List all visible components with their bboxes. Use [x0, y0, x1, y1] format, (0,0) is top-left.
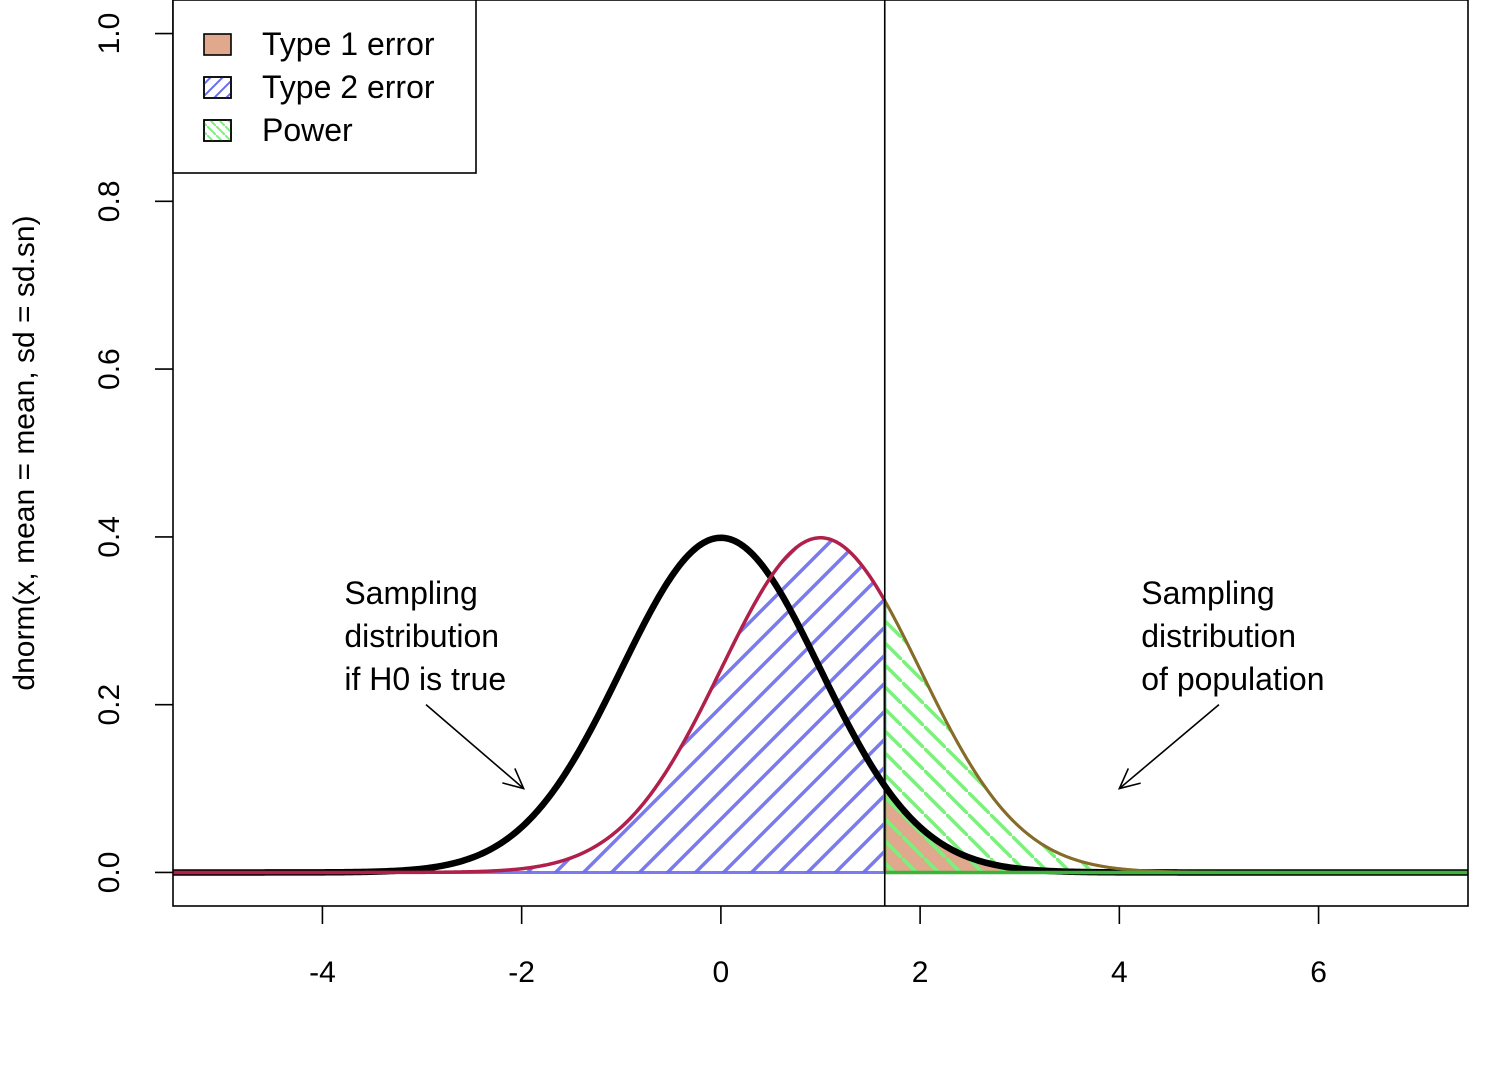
legend: Type 1 error Type 2 error Power — [172, 0, 477, 174]
plot-frame — [172, 0, 1469, 907]
y-tick-label: 0.8 — [93, 180, 126, 222]
y-axis-label: dnorm(x, mean = mean, sd = sd.sn) — [8, 215, 41, 690]
arrow-head — [1117, 768, 1141, 790]
annotation-text: Sampling distribution if H0 is true — [344, 575, 506, 697]
x-tick-label: 4 — [1111, 956, 1128, 989]
annotation-line: Sampling — [1141, 575, 1274, 611]
annotation-arrow — [425, 704, 525, 790]
annotation-arrow — [1118, 704, 1220, 790]
y-tick-label: 0.0 — [93, 852, 126, 894]
annotation-line: Sampling — [344, 575, 477, 611]
annotation-line: of population — [1141, 661, 1324, 697]
annotation-line: distribution — [1141, 618, 1296, 654]
y-axis: 0.0 0.2 0.4 0.6 0.8 1.0 — [93, 13, 173, 894]
x-tick-label: 2 — [912, 956, 929, 989]
annotation-line: distribution — [344, 618, 499, 654]
type2-error-area — [173, 537, 885, 873]
legend-label: Type 1 error — [262, 26, 435, 62]
population-density-curve — [173, 536, 887, 875]
y-tick-label: 0.6 — [93, 348, 126, 390]
x-tick-label: -4 — [309, 956, 336, 989]
x-tick-label: -2 — [508, 956, 535, 989]
legend-swatch — [203, 33, 232, 56]
legend-label: Type 2 error — [262, 69, 435, 105]
y-tick-label: 0.2 — [93, 684, 126, 726]
y-tick-label: 0.4 — [93, 516, 126, 558]
arrow-head — [502, 768, 526, 790]
legend-swatch-pattern — [203, 76, 232, 99]
annotations: Sampling distribution if H0 is trueSamplin… — [344, 575, 1325, 790]
legend-label: Power — [262, 112, 353, 148]
annotation: Sampling distribution of population — [1117, 575, 1325, 790]
x-tick-label: 0 — [713, 956, 730, 989]
legend-swatch-pattern — [203, 119, 232, 142]
annotation-line: if H0 is true — [344, 661, 506, 697]
y-tick-label: 1.0 — [93, 13, 126, 55]
x-tick-label: 6 — [1310, 956, 1327, 989]
density-curves — [171, 534, 1470, 876]
annotation-text: Sampling distribution of population — [1141, 575, 1324, 697]
annotation: Sampling distribution if H0 is true — [344, 575, 526, 790]
x-axis: -4 -2 0 2 4 6 — [309, 906, 1327, 989]
